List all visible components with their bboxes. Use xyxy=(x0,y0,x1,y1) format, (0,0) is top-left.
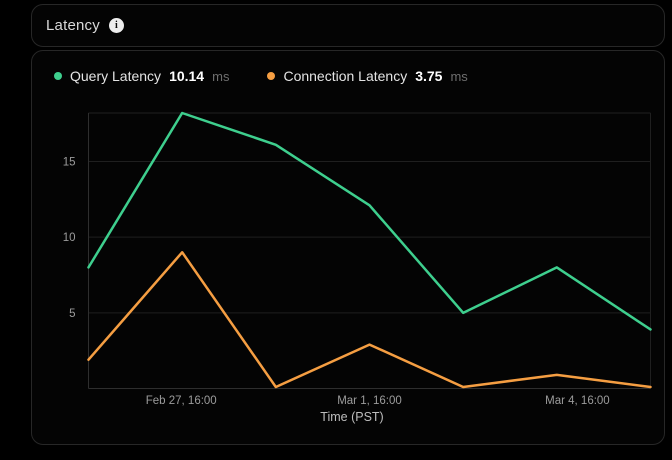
legend-value: 3.75 xyxy=(415,68,443,84)
svg-text:Mar 4, 16:00: Mar 4, 16:00 xyxy=(545,395,610,407)
panel-title: Latency xyxy=(46,17,100,34)
connection-latency-dot-icon xyxy=(267,72,276,80)
svg-text:Time (PST): Time (PST) xyxy=(320,410,383,424)
legend-item-connection-latency: Connection Latency 3.75 ms xyxy=(267,68,468,84)
legend-label: Connection Latency xyxy=(283,68,408,84)
chart-legend: Query Latency 10.14 ms Connection Latenc… xyxy=(54,68,468,84)
svg-text:10: 10 xyxy=(63,232,76,244)
query-latency-dot-icon xyxy=(54,72,62,80)
info-icon[interactable]: i xyxy=(108,18,124,33)
legend-value: 10.14 xyxy=(169,68,205,84)
svg-text:Feb 27, 16:00: Feb 27, 16:00 xyxy=(146,395,217,407)
legend-unit: ms xyxy=(212,68,230,84)
svg-text:5: 5 xyxy=(69,308,75,320)
latency-chart-card: Query Latency 10.14 ms Connection Latenc… xyxy=(31,50,665,445)
svg-text:15: 15 xyxy=(63,156,76,168)
latency-header-card: Latency i xyxy=(31,4,665,47)
svg-text:Mar 1, 16:00: Mar 1, 16:00 xyxy=(337,395,402,407)
latency-line-chart[interactable]: 5 10 15 Feb 27, 16:00 Mar 1, 16:00 Mar 4, 16:… xyxy=(32,103,666,443)
legend-label: Query Latency xyxy=(70,68,162,84)
legend-unit: ms xyxy=(450,68,468,84)
legend-item-query-latency: Query Latency 10.14 ms xyxy=(54,68,229,84)
